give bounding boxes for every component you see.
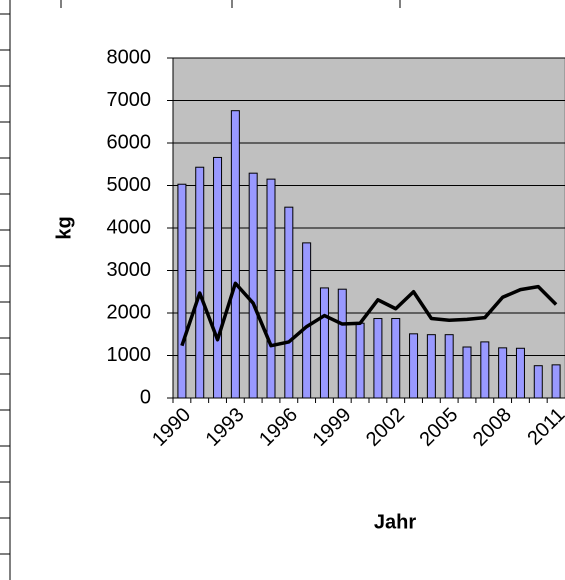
y-tick-label: 3000 [107, 259, 152, 281]
bar [284, 206, 294, 399]
y-tick-label: 8000 [107, 46, 152, 68]
bar [462, 346, 472, 399]
bar [391, 318, 401, 399]
bar [480, 341, 490, 399]
y-tick-label: 5000 [107, 174, 152, 196]
x-tick-label: 1999 [309, 404, 356, 451]
bar [302, 242, 312, 399]
x-tick-label: 1996 [255, 404, 302, 451]
line [180, 281, 558, 348]
bar [409, 333, 419, 399]
bar [248, 172, 258, 399]
bar [498, 347, 508, 399]
x-axis-label: Jahr [374, 511, 416, 533]
y-axis-label: kg [53, 216, 75, 239]
bar [266, 178, 276, 399]
bar [426, 334, 436, 399]
bar [195, 166, 205, 399]
bar [533, 365, 543, 399]
bar [444, 334, 454, 399]
y-tick-label: 1000 [107, 344, 152, 366]
x-tick-label: 1993 [202, 404, 249, 451]
x-tick-label: 2002 [362, 404, 409, 451]
y-tick-label: 4000 [107, 216, 152, 238]
x-tick-label: 1990 [148, 404, 195, 451]
bar [373, 318, 383, 399]
sheet-frame [0, 0, 401, 580]
x-tick-label: 2008 [469, 404, 516, 451]
bar [515, 347, 525, 399]
y-tick-label: 0 [140, 386, 151, 408]
bar [319, 287, 329, 399]
y-tick-label: 6000 [107, 131, 152, 153]
y-tick-label: 2000 [107, 301, 152, 323]
x-tick-label: 2005 [415, 404, 462, 451]
bar [230, 110, 240, 399]
y-tick-label: 7000 [107, 89, 152, 111]
bar [337, 288, 347, 399]
bar [355, 322, 365, 399]
x-tick-label: 2011 [523, 404, 565, 450]
bar [551, 364, 561, 399]
bar [213, 156, 223, 399]
bar [177, 183, 187, 399]
